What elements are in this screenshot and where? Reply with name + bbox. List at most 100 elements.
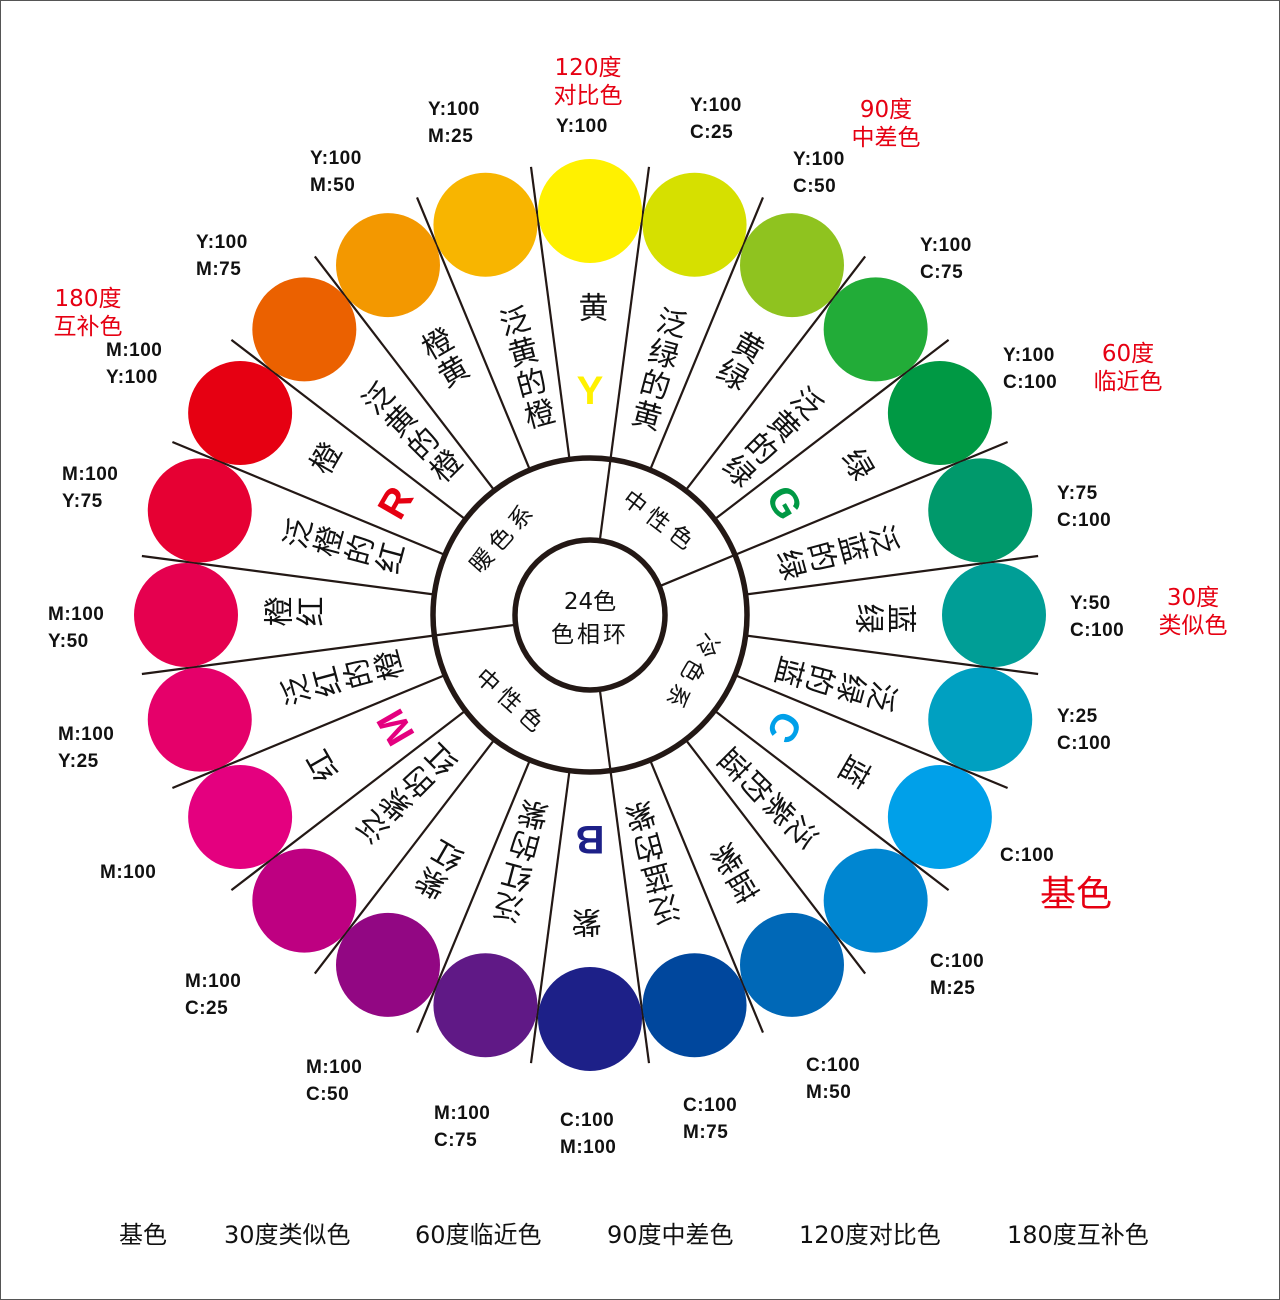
wedge-divider xyxy=(745,554,1039,596)
wedge-divider xyxy=(529,166,571,460)
color-swatch xyxy=(538,967,642,1071)
wedge-label: 泛紫的红 xyxy=(352,738,467,853)
wedge-label: 黄 xyxy=(573,292,608,324)
wedge-label-group: 泛黄的橙 xyxy=(491,302,559,435)
wedge-divider xyxy=(313,738,496,975)
wedge-label-group: 泛绿的黄 xyxy=(623,302,690,435)
wedge-label: 泛蓝的紫 xyxy=(623,795,690,928)
cmyk-label: M:100 C:75 xyxy=(434,1103,491,1151)
color-swatch xyxy=(188,765,293,869)
color-swatch xyxy=(740,912,844,1017)
primary-letter-g: G xyxy=(757,479,811,528)
cmyk-label: Y:100 M:50 xyxy=(310,148,362,196)
cmyk-label: M:100 C:25 xyxy=(185,971,242,1019)
color-swatch xyxy=(433,953,538,1058)
wedge-label-group: 泛绿的蓝 xyxy=(770,648,903,715)
color-swatch xyxy=(740,213,844,318)
wedge-label: 蓝紫 xyxy=(706,834,768,907)
inner-divider xyxy=(598,459,612,541)
wedge-label: 橙 xyxy=(302,437,348,484)
color-swatch xyxy=(433,172,538,277)
wedge-divider xyxy=(171,674,446,789)
center-label-line2: 色相环 xyxy=(551,622,629,648)
primary-letter-c: C xyxy=(758,703,811,750)
color-swatch xyxy=(823,277,928,382)
annotation-base: 基色 xyxy=(1039,874,1113,915)
wedge-label-group: 泛红的橙 xyxy=(277,647,410,715)
wedge-label: 泛红的橙 xyxy=(277,647,410,715)
cmyk-label: M:100 C:50 xyxy=(306,1057,363,1105)
legend-180: 180度互补色 xyxy=(1007,1221,1149,1249)
wedge-divider xyxy=(649,759,764,1034)
cmyk-label: M:100 Y:50 xyxy=(48,604,105,652)
cmyk-label: Y:100 C:100 xyxy=(1003,345,1058,393)
wedge-label: 泛蓝的绿 xyxy=(770,516,903,583)
cmyk-label: M:100 Y:25 xyxy=(58,724,115,772)
wedge-divider xyxy=(734,674,1009,789)
wedge-label: 紫 xyxy=(573,906,608,938)
wedge-label-group: 蓝紫 xyxy=(706,834,768,907)
wedge-label-group: 泛紫的红 xyxy=(352,738,467,853)
color-swatch xyxy=(147,667,252,772)
wedge-label: 橙黄 xyxy=(411,323,474,396)
legend-30: 30度类似色 xyxy=(224,1221,351,1249)
inner-divider xyxy=(598,689,612,771)
legend-120: 120度对比色 xyxy=(799,1221,941,1249)
wedge-divider xyxy=(230,338,467,521)
wedge-divider xyxy=(141,554,435,596)
wedge-label: 绿 xyxy=(833,438,878,484)
wedge-label: 蓝绿 xyxy=(853,598,917,633)
wedge-label-group: 泛蓝的绿 xyxy=(770,516,903,583)
cmyk-label: Y:100 M:25 xyxy=(428,99,480,147)
wedge-dividers xyxy=(141,166,1039,1064)
primary-letter-m: M xyxy=(369,702,424,753)
cmyk-label: C:100 M:100 xyxy=(560,1110,617,1158)
wedge-label: 蓝 xyxy=(833,745,878,791)
cmyk-label: Y:100 C:50 xyxy=(793,149,845,197)
cmyk-label: M:100 Y:100 xyxy=(106,340,163,388)
color-swatch xyxy=(642,172,747,277)
color-swatch xyxy=(147,458,252,563)
inner-divider xyxy=(658,553,736,588)
wedge-label: 橙红 xyxy=(263,597,327,633)
primary-letter-r: R xyxy=(370,479,423,526)
wedge-divider xyxy=(649,196,764,471)
wedge-label-group: 黄Y xyxy=(573,292,608,413)
color-swatch xyxy=(887,765,992,869)
legend-base: 基色 xyxy=(119,1221,167,1249)
wedge-label: 泛红的紫 xyxy=(491,795,558,928)
color-swatch xyxy=(252,277,357,382)
wedge-label: 泛橙的红 xyxy=(277,515,410,583)
annotation-30-analogous: 30度 类似色 xyxy=(1158,585,1228,639)
wedge-label: 泛黄的橙 xyxy=(491,302,559,435)
primary-letter-b: B xyxy=(576,817,605,861)
color-swatch xyxy=(942,563,1046,667)
wedge-label: 黄绿 xyxy=(706,323,768,396)
color-swatch xyxy=(642,953,747,1058)
annotation-60-adjacent: 60度 临近色 xyxy=(1093,341,1163,395)
cmyk-label: C:100 M:50 xyxy=(806,1055,861,1103)
color-swatch xyxy=(252,848,357,953)
legend: 基色 30度类似色 60度临近色 90度中差色 120度对比色 180度互补色 xyxy=(0,1215,1280,1251)
wedge-divider xyxy=(416,196,531,471)
color-swatch xyxy=(928,667,1033,772)
cmyk-label: Y:25 C:100 xyxy=(1057,706,1112,754)
wedge-divider xyxy=(684,738,867,975)
cmyk-label: Y:100 C:25 xyxy=(690,95,742,143)
wedge-label-group: 蓝绿 xyxy=(853,598,917,633)
wedge-divider xyxy=(609,770,651,1064)
wedge-label-group: 橙黄 xyxy=(411,323,474,396)
color-swatch xyxy=(336,912,440,1017)
inner-divider xyxy=(434,623,516,637)
wedge-label-group: 泛黄的绿 xyxy=(713,377,828,492)
wedge-label-group: 紫红 xyxy=(411,834,473,907)
wedge-label: 泛紫的蓝 xyxy=(713,738,828,853)
wedge-label-group: 紫B xyxy=(573,817,608,938)
cmyk-label: C:100 M:75 xyxy=(683,1095,738,1143)
wedge-label-group: 泛紫的蓝 xyxy=(713,738,828,853)
wedge-divider xyxy=(230,709,467,892)
wedge-divider xyxy=(171,441,446,556)
center-label-line1: 24色 xyxy=(564,589,616,615)
